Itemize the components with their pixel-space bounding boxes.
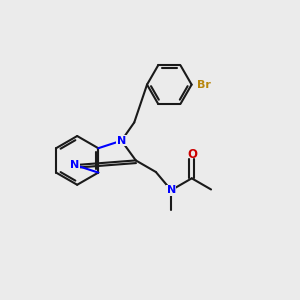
Text: O: O bbox=[187, 148, 197, 161]
Text: N: N bbox=[70, 160, 80, 170]
Text: N: N bbox=[167, 185, 176, 195]
Text: Br: Br bbox=[197, 80, 211, 90]
Text: N: N bbox=[117, 136, 126, 146]
